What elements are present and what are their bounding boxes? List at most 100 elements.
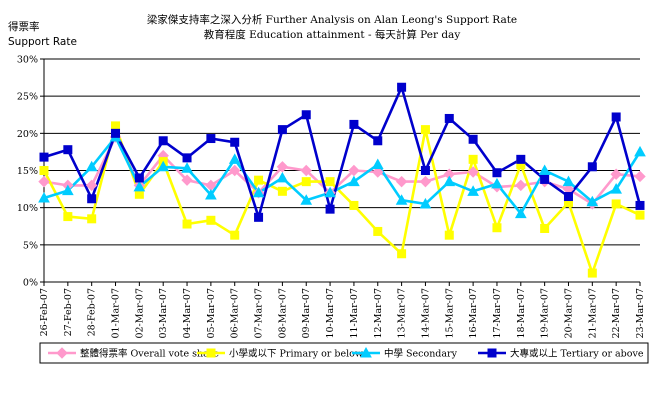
data-point <box>395 194 408 205</box>
y-tick-label: 20% <box>17 129 38 140</box>
x-tick-label: 22-Mar-07 <box>611 288 622 339</box>
x-tick-labels: 26-Feb-07 27-Feb-07 28-Feb-07 01-Mar-07 02-M… <box>39 288 646 339</box>
legend-box <box>39 342 649 364</box>
data-point <box>228 153 241 164</box>
data-point <box>230 230 240 240</box>
x-tick-label: 27-Feb-07 <box>63 288 74 336</box>
data-point <box>111 128 121 138</box>
data-point <box>468 134 478 144</box>
data-point <box>134 173 144 183</box>
data-point <box>276 171 289 183</box>
data-point <box>420 166 430 175</box>
data-point <box>229 164 241 177</box>
data-point <box>301 177 311 187</box>
gridlines <box>44 58 640 246</box>
data-point <box>610 168 622 180</box>
x-tick-label: 18-Mar-07 <box>516 288 527 339</box>
data-point <box>324 186 336 198</box>
chart-title: 梁家傑支持率之深入分析 Further Analysis on Alan Leo… <box>147 13 517 26</box>
data-point <box>538 164 551 175</box>
y-tick-labels: 0% 5% 10% 15% 20% 25% 30% <box>17 55 38 289</box>
data-point <box>467 185 479 196</box>
data-point <box>587 268 597 278</box>
data-point <box>277 125 287 135</box>
data-point <box>206 215 216 225</box>
data-point <box>467 166 479 178</box>
legend-item-1: 小學或以下 Primary or below <box>197 348 363 360</box>
x-tick-label: 17-Mar-07 <box>492 288 503 339</box>
data-point <box>397 249 407 259</box>
data-point <box>444 113 454 123</box>
series-markers <box>38 82 646 278</box>
data-point <box>611 199 621 209</box>
data-point <box>182 153 192 163</box>
legend-label: 大專或以上 Tertiary or above <box>510 348 644 360</box>
series-line-2 <box>43 135 642 215</box>
data-point <box>562 175 575 187</box>
y-tick-label: 10% <box>17 203 38 214</box>
x-tick-label: 05-Mar-07 <box>206 288 217 339</box>
data-point <box>63 145 73 155</box>
data-point <box>325 177 335 187</box>
x-tick-label: 13-Mar-07 <box>397 288 408 339</box>
data-point <box>634 145 646 157</box>
x-tick-label: 28-Feb-07 <box>87 288 98 336</box>
data-point <box>516 154 526 164</box>
x-tick-label: 06-Mar-07 <box>230 288 241 339</box>
data-point <box>300 164 312 177</box>
data-point <box>277 186 287 196</box>
x-tick-label: 01-Mar-07 <box>111 288 122 339</box>
x-tick-label: 07-Mar-07 <box>254 288 265 339</box>
x-tick-label: 09-Mar-07 <box>301 288 312 339</box>
y-tick-label: 0% <box>23 278 38 289</box>
data-point <box>444 230 454 240</box>
data-point <box>39 166 49 175</box>
data-point <box>87 194 97 204</box>
data-point <box>611 112 621 122</box>
x-tick-label: 14-Mar-07 <box>420 288 431 339</box>
series-line-3 <box>43 85 642 219</box>
data-point <box>230 137 240 147</box>
data-point <box>87 214 97 224</box>
data-point <box>349 119 359 129</box>
series-markers-0 <box>38 131 646 210</box>
data-point <box>39 152 49 162</box>
data-point <box>373 136 383 146</box>
data-point <box>371 158 384 170</box>
x-tick-label: 16-Mar-07 <box>468 288 479 339</box>
legend-swatch-marker <box>56 347 68 359</box>
series-line-1 <box>42 124 641 275</box>
legend-swatch-marker <box>360 346 372 358</box>
data-point <box>587 162 597 172</box>
y-tick-label: 25% <box>17 92 38 103</box>
x-tick-label: 08-Mar-07 <box>277 288 288 339</box>
data-point <box>63 212 73 222</box>
data-point <box>395 175 408 188</box>
data-point <box>563 192 573 202</box>
data-point <box>586 195 599 207</box>
data-point <box>635 210 645 220</box>
x-tick-label: 26-Feb-07 <box>39 288 50 336</box>
data-point <box>491 177 503 189</box>
data-point <box>181 162 193 173</box>
legend: 整體得票率 Overall vote share 小學或以下 Primary or… <box>48 346 644 360</box>
data-point <box>634 170 646 183</box>
x-tick-label: 10-Mar-07 <box>325 288 336 339</box>
data-point <box>182 219 192 229</box>
data-point <box>205 189 217 200</box>
data-point <box>134 189 144 199</box>
data-point <box>514 207 527 219</box>
data-point <box>276 161 289 173</box>
data-point <box>348 175 360 187</box>
data-point <box>540 223 550 233</box>
series-markers-3 <box>39 82 645 222</box>
data-point <box>419 197 432 209</box>
y-tick-label: 5% <box>23 240 38 251</box>
data-point <box>420 125 430 135</box>
x-tick-label: 23-Mar-07 <box>635 288 646 339</box>
data-point <box>301 110 311 120</box>
data-point <box>157 160 170 172</box>
data-point <box>348 164 360 177</box>
data-point <box>38 175 50 188</box>
